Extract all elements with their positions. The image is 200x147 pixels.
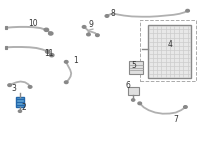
Circle shape (132, 99, 135, 101)
Text: 3: 3 (11, 84, 16, 93)
Bar (148, 25, 191, 78)
Circle shape (64, 81, 68, 83)
Text: 7: 7 (173, 115, 178, 124)
Bar (5, 26, 7, 29)
Text: 10: 10 (29, 19, 38, 28)
Circle shape (49, 32, 53, 35)
Circle shape (28, 86, 32, 88)
Bar (140, 20, 196, 81)
Text: 9: 9 (89, 20, 94, 29)
Circle shape (184, 106, 187, 108)
Bar (16, 97, 24, 107)
Bar (5, 46, 7, 49)
Circle shape (138, 102, 142, 105)
Circle shape (18, 110, 22, 112)
Circle shape (82, 26, 86, 28)
Circle shape (50, 54, 54, 57)
Bar (128, 87, 139, 95)
Text: 2: 2 (21, 103, 26, 112)
Text: 8: 8 (111, 9, 115, 18)
Text: 4: 4 (168, 40, 173, 49)
Circle shape (96, 34, 99, 36)
Circle shape (87, 33, 90, 36)
Text: 5: 5 (131, 61, 136, 70)
Text: 6: 6 (125, 81, 130, 90)
Circle shape (64, 61, 68, 63)
Circle shape (105, 15, 109, 17)
Circle shape (46, 50, 50, 53)
Text: 11: 11 (45, 49, 54, 58)
Circle shape (44, 28, 49, 31)
Bar (129, 61, 143, 74)
Circle shape (8, 84, 11, 86)
Text: 1: 1 (73, 56, 78, 65)
Circle shape (186, 9, 189, 12)
